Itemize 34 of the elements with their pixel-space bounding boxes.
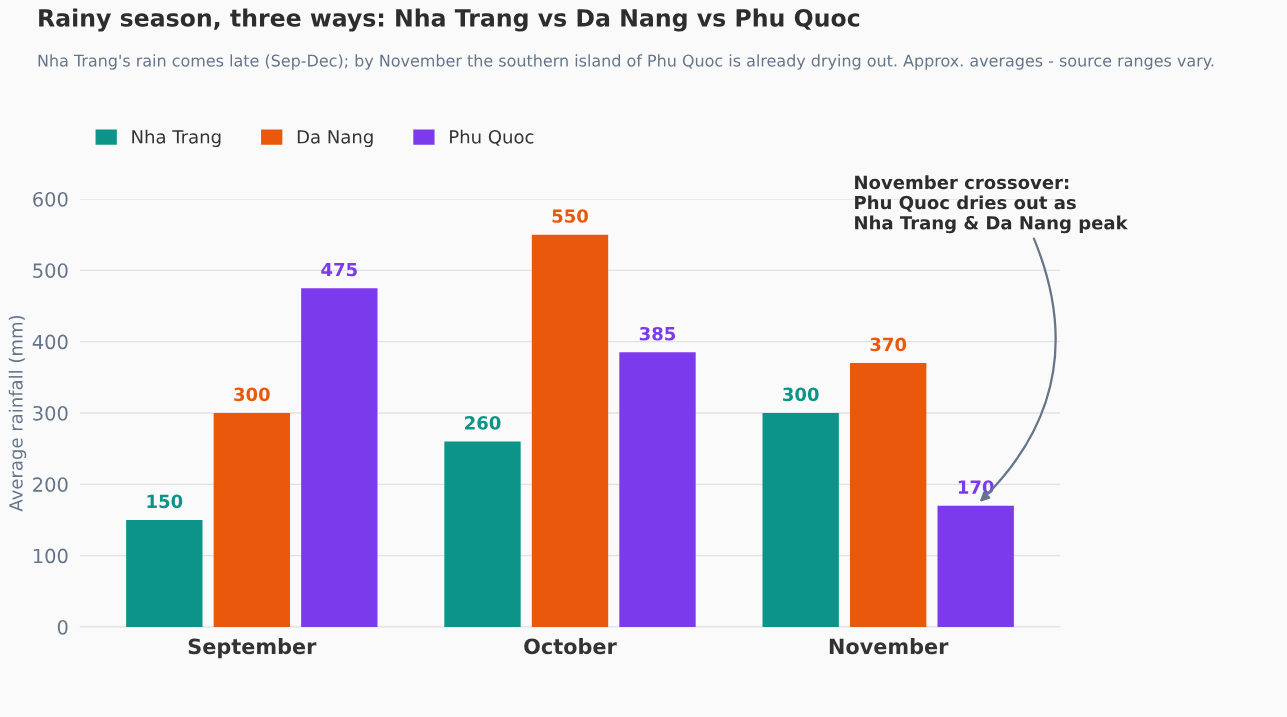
y-tick-label: 100 xyxy=(33,548,68,564)
y-tick-label: 500 xyxy=(33,263,68,278)
bar xyxy=(126,520,203,627)
y-axis-title: Average rainfall (mm) xyxy=(8,315,27,512)
y-tick-label: 0 xyxy=(57,619,68,635)
legend-label: Phu Quoc xyxy=(450,129,534,146)
data-label: 550 xyxy=(552,209,588,223)
annotation: November crossover: Phu Quoc dries out as Nha Trang & Da Nang peak xyxy=(855,175,1128,234)
y-tick-label: 600 xyxy=(33,191,68,207)
legend-label: Da Nang xyxy=(297,130,373,148)
bar xyxy=(762,413,839,627)
data-label: 300 xyxy=(783,387,819,402)
data-label: 475 xyxy=(321,262,357,277)
bar xyxy=(444,441,521,627)
data-label: 370 xyxy=(870,337,907,352)
x-tick-label: October xyxy=(524,638,617,655)
x-tick-label: November xyxy=(829,638,949,655)
chart-subtitle: Nha Trang's rain comes late (Sep-Dec); by November the southern island of Phu Quoc is already drying out. Approx. averages - source ranges vary. xyxy=(38,54,1214,70)
data-label: 260 xyxy=(465,416,501,430)
data-label: 385 xyxy=(639,326,676,341)
legend-label: Nha Trang xyxy=(132,129,221,148)
bar xyxy=(937,505,1014,627)
y-tick-label: 300 xyxy=(33,405,68,421)
chart-title: Rainy season, three ways: Nha Trang vs Da Nang vs Phu Quoc xyxy=(39,8,860,32)
data-label: 300 xyxy=(234,387,270,402)
bar xyxy=(619,352,696,627)
x-tick-label: September xyxy=(188,638,317,659)
y-tick-label: 400 xyxy=(32,334,68,350)
bar xyxy=(531,234,609,627)
bar xyxy=(301,288,378,627)
y-tick-label: 200 xyxy=(33,477,68,492)
bar xyxy=(213,413,290,627)
bar xyxy=(850,363,927,627)
data-label: 150 xyxy=(147,494,183,509)
